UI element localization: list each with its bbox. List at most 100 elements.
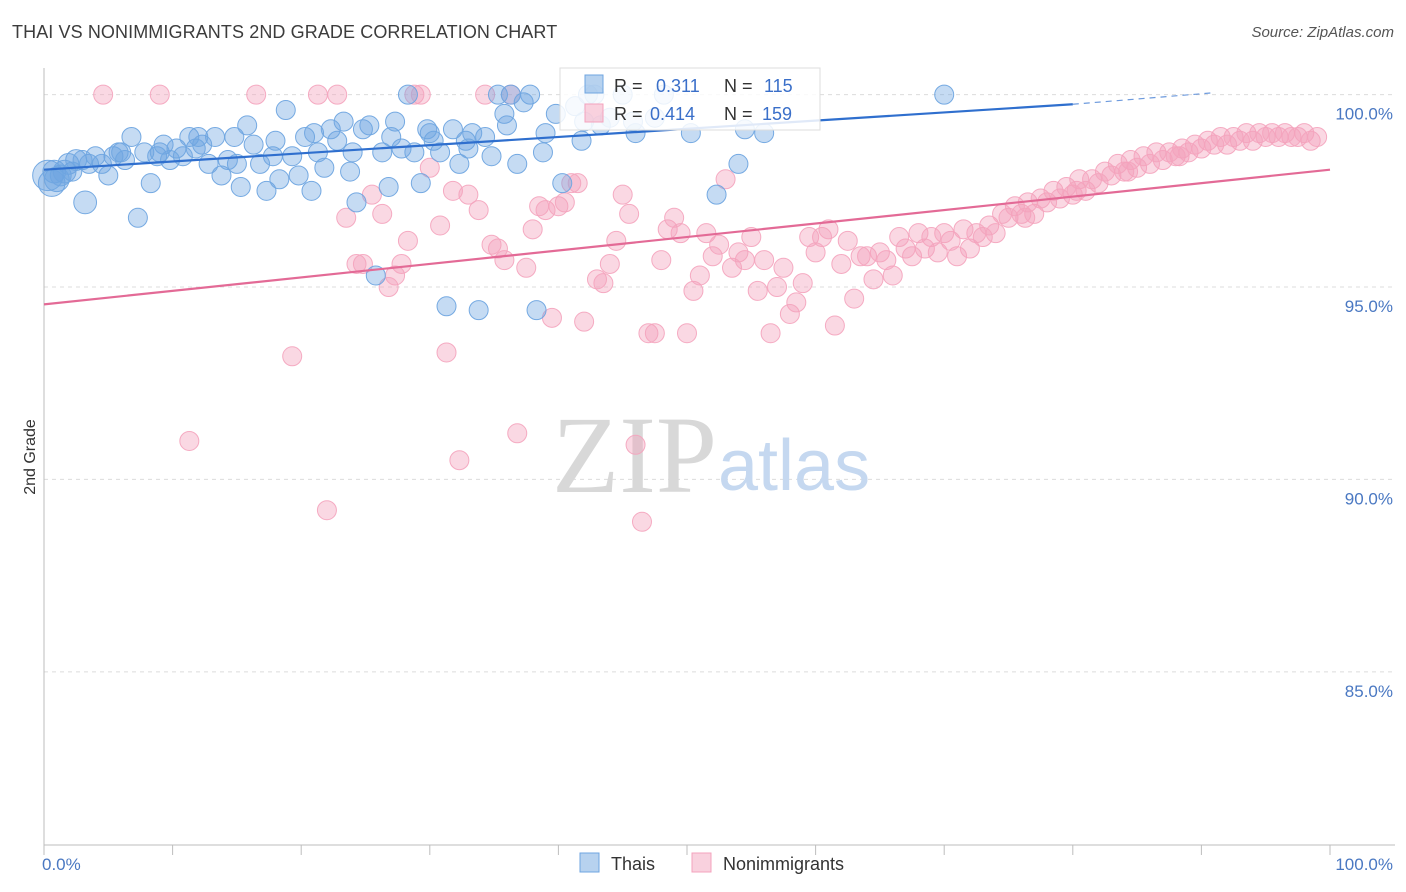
nonimmigrants-point-157: [1118, 161, 1139, 182]
nonimmigrants-point-63: [722, 257, 743, 278]
thais-point-4: [49, 164, 72, 187]
nonimmigrants-point-112: [1037, 192, 1058, 213]
nonimmigrants-point-70: [767, 277, 788, 298]
nonimmigrants-point-29: [494, 250, 515, 271]
nonimmigrants-point-47: [619, 203, 640, 224]
y-tick-label-2: 90.0%: [1345, 489, 1393, 508]
nonimmigrants-point-91: [902, 246, 923, 267]
thais-point-54: [359, 115, 380, 136]
nonimmigrants-point-51: [644, 323, 665, 344]
nonimmigrants-point-76: [805, 242, 826, 263]
thais-point-34: [230, 176, 251, 197]
thais-point-102: [149, 142, 170, 163]
nonimmigrants-point-50: [638, 323, 659, 344]
thais-point-35: [237, 115, 258, 136]
nonimmigrants-point-128: [1139, 153, 1160, 174]
legend-label-thais[interactable]: Thais: [611, 854, 655, 874]
nonimmigrants-point-98: [947, 246, 968, 267]
thais-stat-swatch: [584, 74, 604, 94]
nonimmigrants-point-42: [586, 269, 607, 290]
nonimmigrants-point-79: [824, 315, 845, 336]
thais-point-12: [91, 153, 112, 174]
nonimmigrants-point-0: [93, 84, 114, 105]
thais-point-61: [404, 142, 425, 163]
nonimmigrants-point-60: [702, 246, 723, 267]
nonimmigrants-n-label: N =: [724, 104, 753, 124]
nonimmigrants-point-23: [449, 450, 470, 471]
nonimmigrants-point-74: [792, 273, 813, 294]
stats-box: R = 0.311 N = 115 R = 0.414 N = 159: [559, 67, 821, 131]
nonimmigrants-point-13: [378, 277, 399, 298]
thais-point-52: [346, 192, 367, 213]
y-axis-title: 2nd Grade: [22, 419, 39, 495]
nonimmigrants-point-87: [876, 250, 897, 271]
thais-point-13: [98, 165, 119, 186]
nonimmigrants-point-73: [786, 292, 807, 313]
nonimmigrants-point-158: [1169, 146, 1190, 167]
nonimmigrants-point-31: [507, 423, 528, 444]
nonimmigrants-point-130: [1152, 150, 1173, 171]
trend-lines: [43, 92, 1331, 306]
thais-point-19: [134, 142, 155, 163]
nonimmigrants-point-25: [468, 200, 489, 221]
legend-swatch-thais[interactable]: [579, 852, 600, 873]
watermark: ZIP atlas: [552, 394, 870, 516]
nonimmigrants-point-16: [397, 230, 418, 251]
thais-point-108: [381, 126, 402, 147]
nonimmigrants-point-136: [1191, 138, 1212, 159]
legend-label-nonimmigrants[interactable]: Nonimmigrants: [723, 854, 844, 874]
nonimmigrants-point-141: [1223, 126, 1244, 147]
nonimmigrants-point-155: [1015, 207, 1036, 228]
nonimmigrants-stat-swatch: [584, 103, 604, 123]
nonimmigrants-point-82: [844, 288, 865, 309]
thais-points: [32, 84, 955, 321]
nonimmigrants-point-6: [316, 500, 337, 521]
thais-point-42: [282, 146, 303, 167]
nonimmigrants-point-3: [246, 84, 267, 105]
nonimmigrants-point-65: [734, 250, 755, 271]
nonimmigrants-point-122: [1101, 165, 1122, 186]
nonimmigrants-point-100: [959, 238, 980, 259]
nonimmigrants-point-77: [812, 227, 833, 248]
thais-point-33: [224, 126, 245, 147]
nonimmigrants-point-54: [664, 207, 685, 228]
nonimmigrants-point-66: [741, 227, 762, 248]
thais-point-101: [111, 142, 132, 163]
nonimmigrants-point-37: [548, 196, 569, 217]
nonimmigrants-point-35: [535, 200, 556, 221]
thais-point-80: [526, 300, 547, 321]
thais-point-109: [419, 123, 440, 144]
nonimmigrants-point-140: [1217, 134, 1238, 155]
y-tick-label-3: 85.0%: [1345, 682, 1393, 701]
thais-point-79: [520, 84, 541, 105]
nonimmigrants-point-102: [972, 227, 993, 248]
nonimmigrants-point-113: [1043, 180, 1064, 201]
nonimmigrants-point-71: [773, 257, 794, 278]
nonimmigrants-point-106: [998, 207, 1019, 228]
thais-point-57: [378, 176, 399, 197]
thais-point-60: [397, 84, 418, 105]
nonimmigrants-point-150: [1281, 126, 1302, 147]
thais-point-77: [507, 153, 528, 174]
nonimmigrants-point-17: [404, 84, 425, 105]
thais-point-21: [147, 146, 168, 167]
watermark-zip: ZIP: [552, 394, 717, 516]
thais-point-58: [385, 111, 406, 132]
nonimmigrants-point-154: [1307, 126, 1328, 147]
y-tick-label-1: 95.0%: [1345, 297, 1393, 316]
nonimmigrants-point-127: [1133, 146, 1154, 167]
thais-point-53: [352, 119, 373, 140]
nonimmigrants-point-24: [458, 184, 479, 205]
nonimmigrants-point-104: [985, 223, 1006, 244]
legend-swatch-nonimmigrants[interactable]: [691, 852, 712, 873]
thais-point-65: [430, 142, 451, 163]
thais-point-36: [243, 134, 264, 155]
thais-point-2: [42, 159, 67, 184]
thais-point-9: [73, 190, 98, 215]
thais-trend-line: [43, 103, 1073, 171]
thais-point-49: [327, 130, 348, 151]
nonimmigrants-point-15: [391, 253, 412, 274]
nonimmigrants-point-2: [179, 430, 200, 451]
chart-title: THAI VS NONIMMIGRANTS 2ND GRADE CORRELAT…: [12, 22, 558, 42]
